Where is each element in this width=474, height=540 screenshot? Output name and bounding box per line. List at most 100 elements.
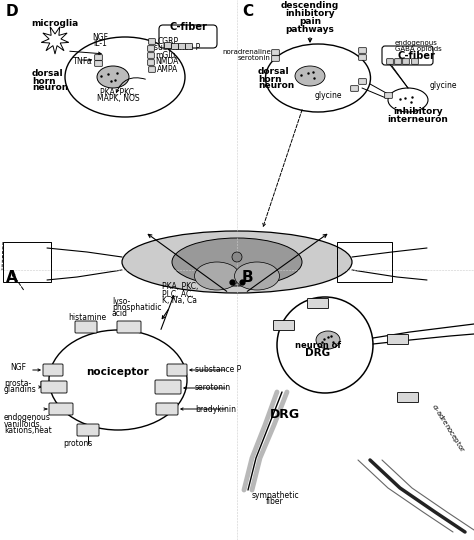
Text: horn: horn <box>258 75 282 84</box>
Text: MAPK, NOS: MAPK, NOS <box>97 94 139 104</box>
Text: B1,B2: B1,B2 <box>157 406 177 412</box>
FancyBboxPatch shape <box>385 93 392 98</box>
FancyBboxPatch shape <box>49 403 73 415</box>
FancyBboxPatch shape <box>172 44 179 50</box>
Text: microglia: microglia <box>31 19 79 29</box>
FancyBboxPatch shape <box>167 364 187 376</box>
FancyBboxPatch shape <box>148 53 155 58</box>
Ellipse shape <box>97 66 129 88</box>
Ellipse shape <box>65 37 185 117</box>
Text: vanilloids,: vanilloids, <box>4 420 43 429</box>
Text: nociceptor: nociceptor <box>87 367 149 377</box>
Text: DRG: DRG <box>270 408 300 422</box>
FancyBboxPatch shape <box>156 403 178 415</box>
Text: C-fiber: C-fiber <box>397 51 435 61</box>
FancyBboxPatch shape <box>382 46 433 65</box>
FancyBboxPatch shape <box>149 39 155 44</box>
FancyBboxPatch shape <box>41 381 67 393</box>
FancyBboxPatch shape <box>388 334 409 345</box>
Ellipse shape <box>235 262 280 290</box>
Text: neuron: neuron <box>32 84 68 92</box>
Text: histamine: histamine <box>68 313 106 321</box>
Text: serotonin: serotonin <box>195 383 231 393</box>
Text: neuron: neuron <box>258 82 294 91</box>
Text: fiber: fiber <box>266 497 284 507</box>
Text: protons: protons <box>64 440 92 449</box>
Text: GABA opioids: GABA opioids <box>395 46 442 52</box>
Text: mGlu: mGlu <box>155 51 175 59</box>
Text: EP2,EP3,: EP2,EP3, <box>40 381 68 387</box>
Text: descending: descending <box>281 1 339 10</box>
FancyBboxPatch shape <box>95 55 102 60</box>
FancyBboxPatch shape <box>155 380 181 394</box>
Text: NGF: NGF <box>10 362 26 372</box>
FancyBboxPatch shape <box>179 44 185 50</box>
Text: Ca: Ca <box>313 300 323 308</box>
Text: serotonin: serotonin <box>238 55 271 61</box>
Text: glycine: glycine <box>430 80 457 90</box>
Text: dorsal: dorsal <box>32 70 64 78</box>
Text: IL-1: IL-1 <box>93 39 107 49</box>
FancyBboxPatch shape <box>43 364 63 376</box>
Ellipse shape <box>265 44 371 112</box>
Text: PLC, AC,: PLC, AC, <box>162 289 193 299</box>
Ellipse shape <box>316 331 340 349</box>
Text: lyso-: lyso- <box>112 298 130 307</box>
Ellipse shape <box>295 66 325 86</box>
Text: bradykinin: bradykinin <box>195 404 236 414</box>
Text: horn: horn <box>32 77 55 85</box>
Text: TRPV1: TRPV1 <box>49 404 73 414</box>
Text: LPA1: LPA1 <box>120 322 138 332</box>
Text: pathways: pathways <box>285 24 335 33</box>
Text: prosta-: prosta- <box>4 379 31 388</box>
Text: TNF$\alpha$: TNF$\alpha$ <box>72 56 94 66</box>
Text: glycine: glycine <box>314 91 342 100</box>
Circle shape <box>277 297 373 393</box>
Text: D: D <box>6 4 18 19</box>
Text: $\alpha$-adrenoceptor: $\alpha$-adrenoceptor <box>429 401 467 455</box>
Text: endogenous: endogenous <box>4 414 51 422</box>
FancyBboxPatch shape <box>359 48 366 53</box>
Ellipse shape <box>122 231 352 293</box>
Text: pain: pain <box>299 17 321 25</box>
Ellipse shape <box>49 330 187 430</box>
FancyBboxPatch shape <box>308 299 328 308</box>
Text: NGF: NGF <box>92 33 108 43</box>
Text: Na$_V$: Na$_V$ <box>390 334 406 346</box>
Ellipse shape <box>172 238 302 286</box>
FancyBboxPatch shape <box>148 46 155 51</box>
Text: substance P: substance P <box>154 44 200 52</box>
Text: NMDA: NMDA <box>155 57 178 66</box>
Text: Trk: Trk <box>47 366 59 375</box>
Text: DRG: DRG <box>305 348 330 358</box>
Text: ASIC: ASIC <box>79 426 97 435</box>
Text: inhibitory: inhibitory <box>393 107 443 117</box>
Text: EP4,IP: EP4,IP <box>44 387 64 393</box>
FancyBboxPatch shape <box>387 59 393 64</box>
Text: PKA, PKC,: PKA, PKC, <box>162 282 199 292</box>
Text: interneuron: interneuron <box>388 114 448 124</box>
Text: 3,4,7: 3,4,7 <box>160 388 176 394</box>
Text: acid: acid <box>112 309 128 319</box>
FancyBboxPatch shape <box>77 424 99 436</box>
Text: glandins: glandins <box>4 384 37 394</box>
Text: A: A <box>6 270 18 285</box>
Text: kations,heat: kations,heat <box>4 426 52 435</box>
Text: B: B <box>242 270 254 285</box>
FancyBboxPatch shape <box>412 59 418 64</box>
Text: PKA, PKC,: PKA, PKC, <box>100 89 136 98</box>
Text: noradrenaline: noradrenaline <box>222 49 271 55</box>
FancyBboxPatch shape <box>398 393 419 402</box>
Text: CGRP: CGRP <box>158 37 179 45</box>
Text: K, Na, Ca: K, Na, Ca <box>162 296 197 306</box>
Ellipse shape <box>388 88 428 112</box>
FancyBboxPatch shape <box>395 59 401 64</box>
Circle shape <box>232 252 242 262</box>
FancyBboxPatch shape <box>272 56 279 62</box>
Text: endogenous: endogenous <box>395 40 438 46</box>
FancyBboxPatch shape <box>272 50 279 55</box>
FancyBboxPatch shape <box>185 44 192 50</box>
FancyBboxPatch shape <box>359 79 366 84</box>
Text: H1: H1 <box>81 322 91 332</box>
FancyBboxPatch shape <box>403 59 410 64</box>
